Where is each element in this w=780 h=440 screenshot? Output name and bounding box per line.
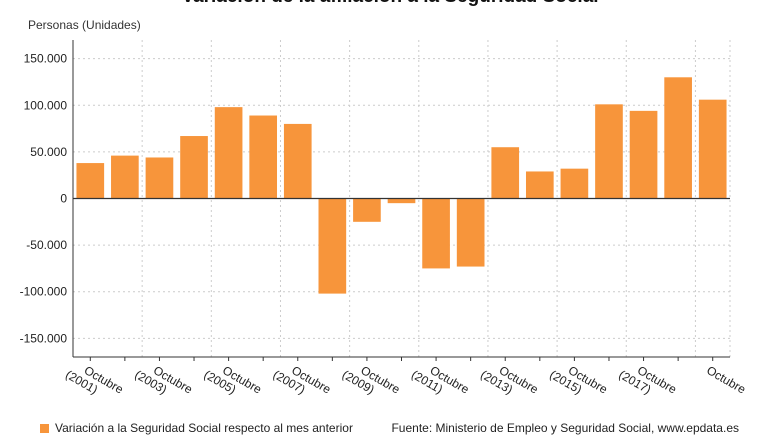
x-tick-label: Octubre(2001) <box>63 356 126 408</box>
x-tick-label: Octubre(2003) <box>132 356 195 408</box>
source-note: Fuente: Ministerio de Empleo y Seguridad… <box>391 421 739 435</box>
bar <box>491 147 520 199</box>
bar <box>214 107 243 199</box>
y-tick-label: 150.000 <box>24 52 68 66</box>
bar <box>76 163 105 199</box>
y-tick-label: -50.000 <box>26 238 67 252</box>
bar <box>422 198 450 269</box>
x-tick-label: Octubre(2015) <box>547 356 610 408</box>
y-tick-label: -100.000 <box>20 285 68 299</box>
legend-swatch <box>40 423 49 433</box>
x-tick-label: Octubre(2009) <box>340 356 403 408</box>
y-axis-unit-label: Personas (Unidades) <box>28 18 141 32</box>
bar <box>111 155 139 199</box>
x-tick-label: Octubre <box>704 363 748 397</box>
x-tick-label: Octubre(2011) <box>409 356 472 408</box>
bar <box>664 77 692 199</box>
chart-title: Variación de la afiliación a la Segurida… <box>0 0 780 8</box>
x-tick-label: Octubre(2013) <box>478 356 541 408</box>
x-tick-label: Octubre(2017) <box>616 356 679 408</box>
x-tick-label: Octubre(2007) <box>271 356 334 408</box>
y-tick-label: 50.000 <box>30 145 67 159</box>
bar <box>560 168 589 199</box>
x-tick-label: Octubre(2005) <box>201 356 264 408</box>
bar <box>318 198 347 294</box>
bar <box>283 123 312 199</box>
legend-label: Variación a la Seguridad Social respecto… <box>55 421 353 435</box>
bar <box>595 104 623 199</box>
y-tick-label: -150.000 <box>20 331 68 345</box>
bar <box>456 198 485 267</box>
bar <box>145 157 174 199</box>
bar <box>180 136 208 199</box>
bar <box>698 99 727 199</box>
bar <box>249 115 278 199</box>
bar <box>525 171 554 199</box>
bar <box>629 110 658 199</box>
y-tick-label: 100.000 <box>24 98 68 112</box>
legend: Variación a la Seguridad Social respecto… <box>40 421 353 435</box>
y-tick-label: 0 <box>60 192 67 206</box>
bar <box>353 198 381 222</box>
bar <box>387 198 416 204</box>
